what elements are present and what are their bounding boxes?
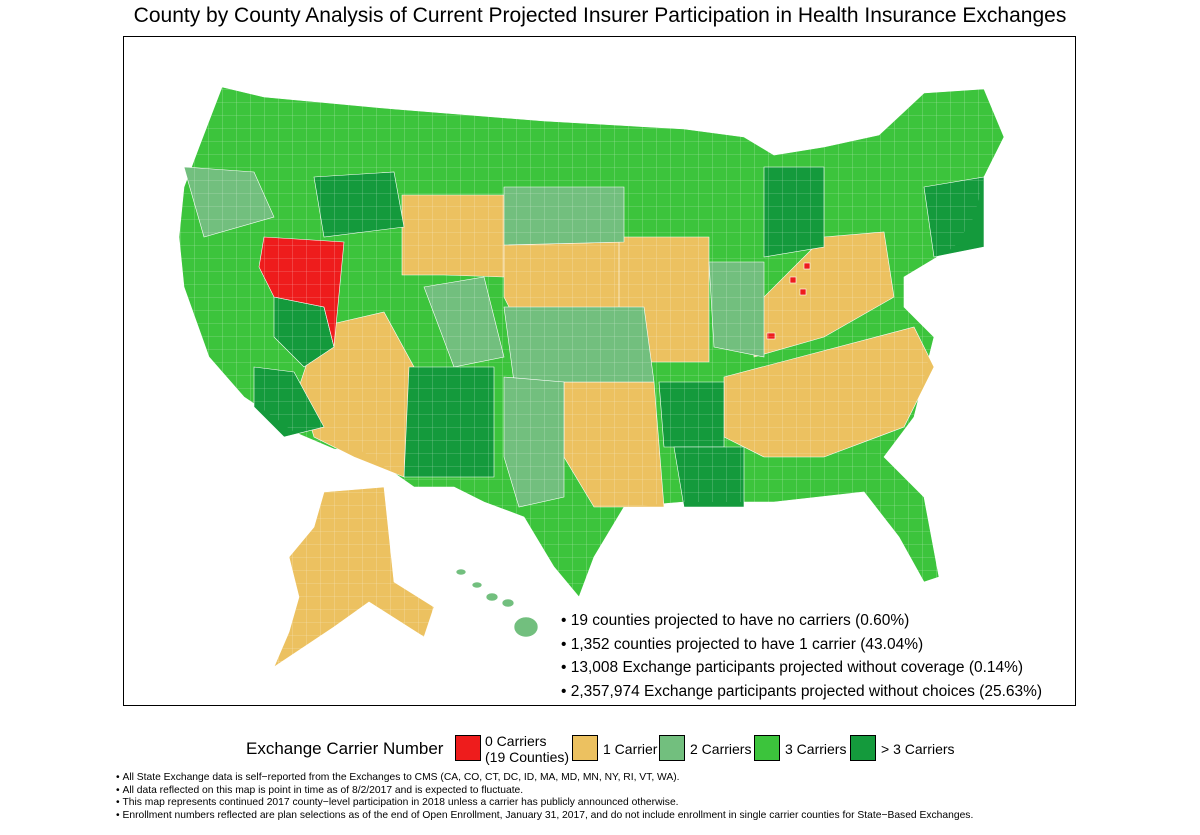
legend-label-zero: 0 Carriers (19 Counties) xyxy=(485,733,569,765)
bullet-no-carriers: 19 counties projected to have no carrier… xyxy=(561,609,1042,633)
footnotes: All State Exchange data is self−reported… xyxy=(116,772,973,822)
alaska-grid xyxy=(274,487,434,667)
legend-label-one: 1 Carrier xyxy=(603,741,658,757)
legend-label-zero-main: 0 Carriers xyxy=(485,733,547,749)
footnote-2: All data reflected on this map is point … xyxy=(116,785,973,798)
legend-swatch-three xyxy=(754,735,780,761)
legend-swatch-one xyxy=(572,735,598,761)
legend-title: Exchange Carrier Number xyxy=(246,739,444,758)
us-county-map xyxy=(178,86,1005,668)
contiguous-us-grid xyxy=(179,87,1004,597)
legend-label-two: 2 Carriers xyxy=(690,741,752,757)
map-frame: 19 counties projected to have no carrier… xyxy=(123,36,1076,706)
legend-label-zero-sub: (19 Counties) xyxy=(485,749,570,765)
legend-swatch-more xyxy=(850,735,876,761)
legend-swatch-zero xyxy=(455,735,481,761)
hawaii xyxy=(455,568,539,638)
legend-label-three: 3 Carriers xyxy=(785,741,847,757)
footnote-1: All State Exchange data is self−reported… xyxy=(116,772,973,785)
legend: Exchange Carrier Number 0 Carriers (19 C… xyxy=(0,730,1200,770)
footnote-4: Enrollment numbers reflected are plan se… xyxy=(116,810,973,823)
bullet-without-coverage: 13,008 Exchange participants projected w… xyxy=(561,656,1042,680)
summary-bullets: 19 counties projected to have no carrier… xyxy=(561,609,1042,703)
bullet-without-choices: 2,357,974 Exchange participants projecte… xyxy=(561,680,1042,704)
legend-label-more: > 3 Carriers xyxy=(881,741,955,757)
legend-swatch-two xyxy=(659,735,685,761)
footnote-3: This map represents continued 2017 count… xyxy=(116,797,973,810)
bullet-one-carrier: 1,352 counties projected to have 1 carri… xyxy=(561,633,1042,657)
map-title: County by County Analysis of Current Pro… xyxy=(133,4,1067,27)
